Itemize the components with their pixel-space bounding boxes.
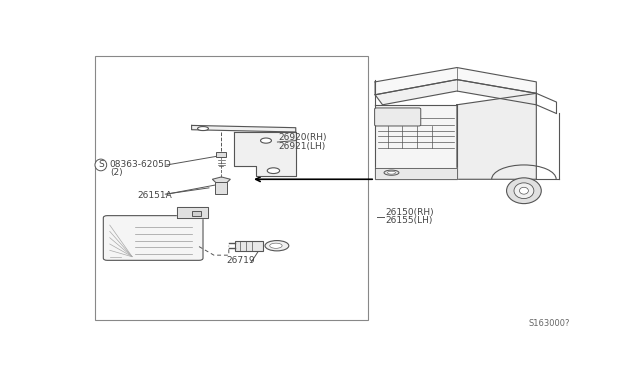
Polygon shape bbox=[375, 105, 457, 179]
Polygon shape bbox=[177, 207, 208, 218]
Bar bbox=[216, 153, 227, 157]
Bar bbox=[191, 211, 200, 216]
Ellipse shape bbox=[265, 241, 289, 251]
FancyBboxPatch shape bbox=[374, 108, 420, 126]
Ellipse shape bbox=[384, 170, 399, 175]
Text: 26155(LH): 26155(LH) bbox=[385, 216, 433, 225]
Text: 08363-6205D: 08363-6205D bbox=[110, 160, 172, 169]
Polygon shape bbox=[212, 177, 230, 182]
Bar bbox=[95, 56, 367, 320]
FancyBboxPatch shape bbox=[103, 216, 203, 260]
Polygon shape bbox=[457, 93, 536, 179]
Ellipse shape bbox=[388, 171, 396, 174]
Text: 26150(RH): 26150(RH) bbox=[385, 208, 434, 217]
Ellipse shape bbox=[507, 178, 541, 203]
Text: S: S bbox=[98, 160, 104, 169]
Ellipse shape bbox=[269, 243, 282, 248]
Ellipse shape bbox=[520, 187, 529, 194]
Polygon shape bbox=[234, 132, 296, 176]
Text: 26719: 26719 bbox=[227, 256, 255, 265]
Polygon shape bbox=[191, 125, 296, 132]
Ellipse shape bbox=[260, 138, 271, 143]
Bar bbox=[216, 182, 227, 193]
Polygon shape bbox=[375, 68, 536, 95]
Polygon shape bbox=[375, 80, 536, 105]
Text: 26921(LH): 26921(LH) bbox=[278, 142, 326, 151]
Ellipse shape bbox=[198, 126, 209, 131]
Bar bbox=[236, 241, 262, 251]
Text: 26920(RH): 26920(RH) bbox=[278, 133, 327, 142]
Text: 26151A: 26151A bbox=[137, 190, 172, 199]
Ellipse shape bbox=[514, 183, 534, 199]
Text: S163000?: S163000? bbox=[529, 320, 570, 328]
Ellipse shape bbox=[268, 168, 280, 173]
Polygon shape bbox=[375, 168, 457, 179]
Text: (2): (2) bbox=[110, 168, 122, 177]
